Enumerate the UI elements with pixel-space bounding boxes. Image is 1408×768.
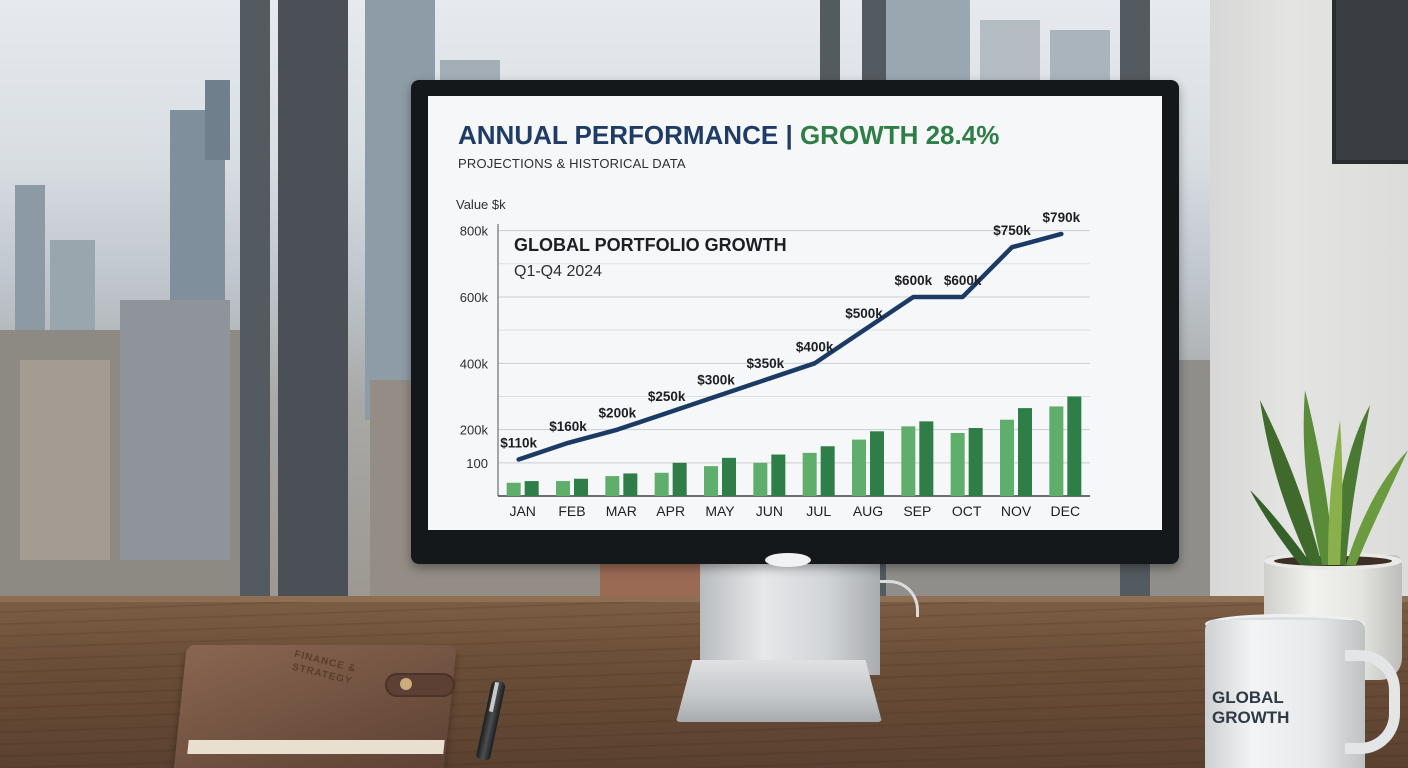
data-label: $160k: [549, 419, 587, 434]
title-growth: GROWTH 28.4%: [799, 120, 1000, 150]
bar: [1000, 419, 1014, 496]
y-axis-label: Value $k: [456, 197, 506, 212]
y-tick-label: 200k: [460, 423, 489, 438]
bar: [574, 478, 588, 496]
window-mullion: [278, 0, 348, 620]
snake-plant: [1250, 390, 1408, 565]
x-tick-label: MAY: [705, 503, 735, 519]
bar: [605, 476, 620, 496]
chart-subtitle: Q1-Q4 2024: [514, 263, 602, 280]
mug-print: GLOBAL GROWTH: [1212, 688, 1312, 728]
x-tick-label: MAR: [606, 503, 637, 519]
bar: [556, 481, 570, 496]
bar: [852, 439, 866, 496]
dashboard-subtitle: PROJECTIONS & HISTORICAL DATA: [458, 156, 686, 171]
y-tick-label: 800k: [460, 224, 489, 239]
window-mullion: [240, 0, 270, 620]
x-tick-label: JAN: [509, 503, 535, 519]
bar: [968, 428, 983, 496]
mug-text-line1: GLOBAL: [1212, 688, 1284, 707]
bar: [654, 472, 669, 496]
dashboard-title: ANNUAL PERFORMANCE | GROWTH 28.4%: [458, 120, 999, 151]
x-tick-label: OCT: [952, 503, 982, 519]
bar: [802, 452, 817, 496]
bar: [820, 446, 835, 496]
bar: [901, 426, 916, 496]
x-tick-label: FEB: [558, 503, 585, 519]
bar: [1067, 396, 1082, 496]
data-label: $500k: [845, 306, 883, 321]
y-tick-label: 600k: [460, 290, 489, 305]
x-tick-label: AUG: [853, 503, 883, 519]
notebook-stud: [400, 678, 412, 690]
performance-chart: Value $k 100 200k 400k 600k 800k $110k $160k $20…: [456, 197, 1090, 519]
data-label: $600k: [944, 273, 982, 288]
data-label: $110k: [500, 436, 537, 451]
bar: [1049, 406, 1064, 496]
bar: [722, 457, 736, 496]
bar: [672, 462, 687, 496]
data-label: $400k: [796, 339, 834, 354]
bar: [870, 431, 884, 496]
data-label: $600k: [895, 273, 933, 288]
bar: [753, 462, 768, 496]
x-tick-label: DEC: [1051, 503, 1081, 519]
y-tick-label: 400k: [460, 356, 489, 371]
mug-text-line2: GROWTH: [1212, 708, 1290, 727]
data-label: $250k: [648, 389, 686, 404]
y-tick-label: 100: [466, 456, 488, 471]
monitor-stand-base: [676, 660, 882, 722]
bar: [524, 481, 539, 496]
bar: [704, 466, 718, 496]
monitor-screen: ANNUAL PERFORMANCE | GROWTH 28.4% PROJEC…: [428, 96, 1162, 530]
data-label: $350k: [747, 356, 785, 371]
series-line: [516, 231, 1064, 462]
chart-title: GLOBAL PORTFOLIO GROWTH: [514, 235, 787, 255]
coffee-mug: [1205, 620, 1365, 768]
notebook-strap: [385, 673, 455, 697]
x-tick-label: SEP: [903, 503, 931, 519]
data-label: $200k: [599, 406, 637, 421]
bar: [771, 454, 786, 496]
bar: [919, 421, 934, 496]
wall-picture-frame: [1332, 0, 1408, 164]
x-tick-label: APR: [656, 503, 685, 519]
data-label: $300k: [697, 372, 735, 387]
monitor-stand-hole: [765, 553, 811, 567]
title-main: ANNUAL PERFORMANCE: [458, 120, 779, 150]
bar: [1018, 408, 1032, 496]
data-label: $790k: [1043, 210, 1081, 225]
bar: [506, 482, 521, 496]
monitor-stand-neck: [700, 555, 880, 675]
x-tick-label: JUL: [806, 503, 831, 519]
x-tick-label: JUN: [756, 503, 783, 519]
notebook-pages: [187, 740, 445, 754]
data-label: $750k: [993, 223, 1031, 238]
bar: [950, 432, 965, 496]
mug-handle: [1345, 650, 1400, 754]
bar: [623, 473, 638, 496]
x-tick-label: NOV: [1001, 503, 1032, 519]
title-separator: |: [785, 120, 793, 150]
